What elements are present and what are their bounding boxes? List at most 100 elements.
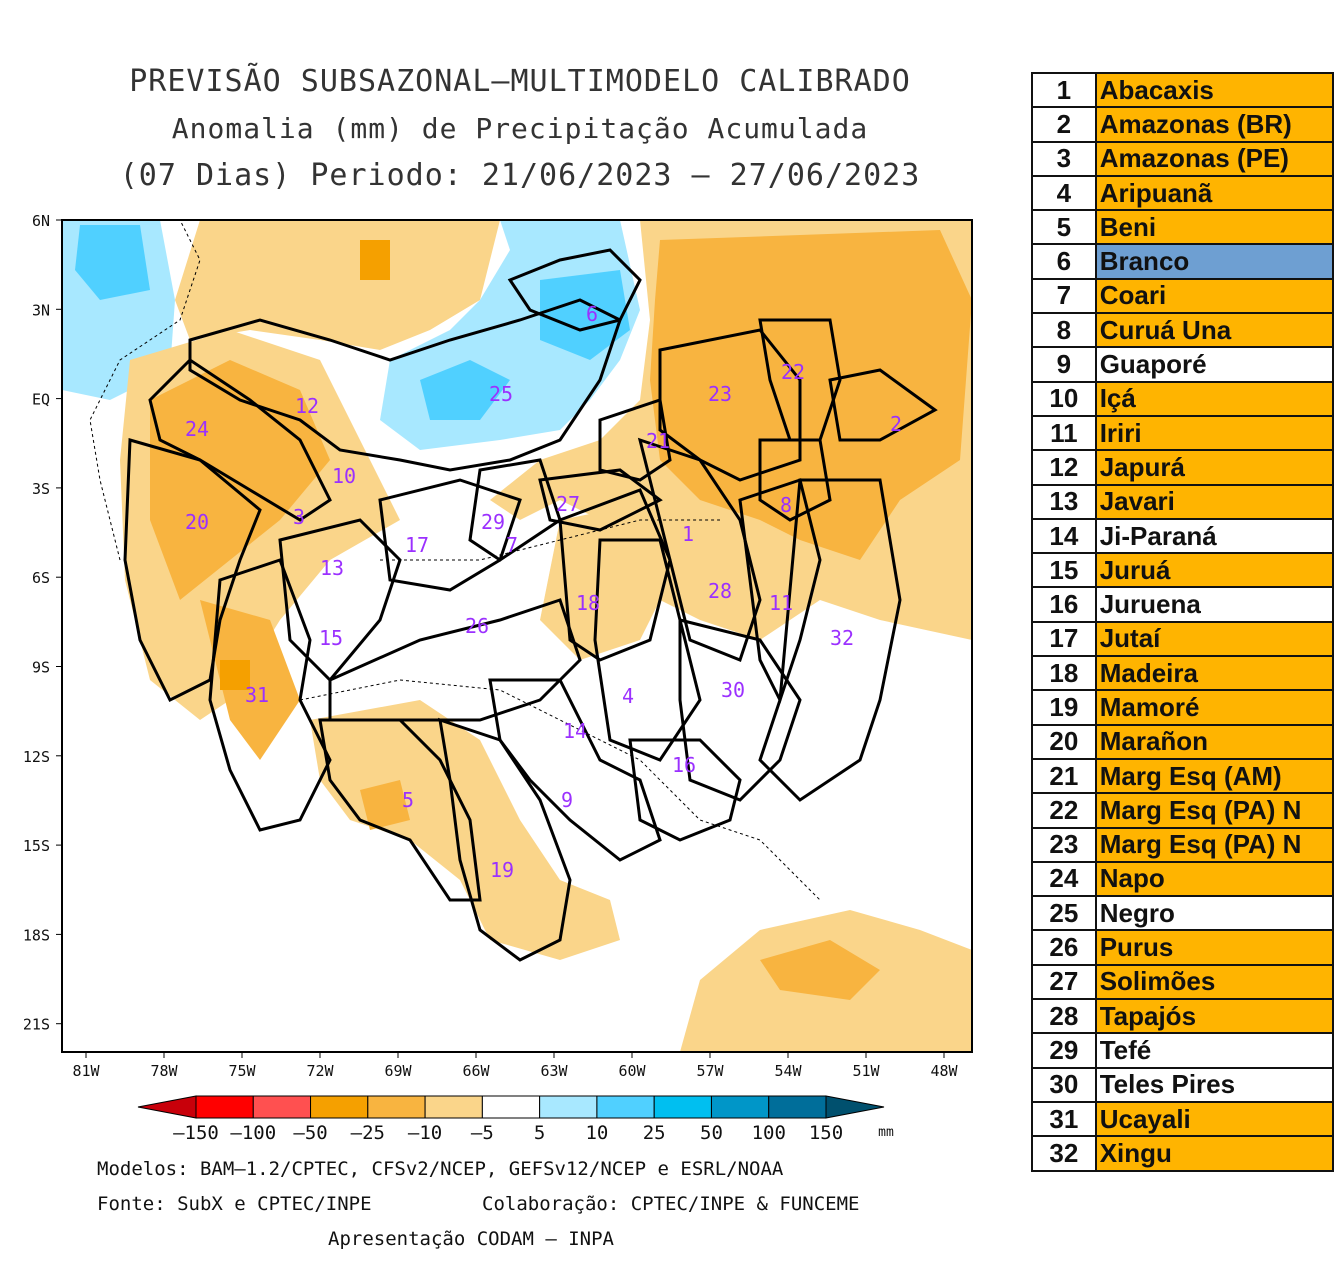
lon-label: 48W xyxy=(930,1062,958,1080)
basin-number: 29 xyxy=(1031,1032,1097,1069)
basin-label: 11 xyxy=(769,591,793,615)
lat-label: 6S xyxy=(32,569,50,587)
basin-name: Branco xyxy=(1094,243,1334,280)
lat-label: 18S xyxy=(23,926,50,944)
basin-number: 2 xyxy=(1031,106,1097,143)
basin-row: 2 Amazonas (BR) xyxy=(1031,106,1334,143)
basin-row: 13 Javari xyxy=(1031,483,1334,520)
basin-label: 24 xyxy=(185,417,209,441)
basin-row: 10 Içá xyxy=(1031,380,1334,417)
map-period: (07 Dias) Periodo: 21/06/2023 – 27/06/20… xyxy=(119,158,921,193)
basin-name: Javari xyxy=(1094,483,1334,520)
basin-name: Solimões xyxy=(1094,963,1334,1001)
basin-name: Tefé xyxy=(1094,1032,1334,1069)
basin-number: 30 xyxy=(1031,1066,1097,1103)
basin-label: 8 xyxy=(780,493,792,517)
basin-name: Marañon xyxy=(1094,723,1334,760)
basin-row: 24 Napo xyxy=(1031,860,1334,898)
basin-number: 21 xyxy=(1031,757,1097,795)
lon-label: 60W xyxy=(618,1062,646,1080)
lon-label: 78W xyxy=(150,1062,178,1080)
precipitation-anomaly-map: 6N 3N EQ 3S 6S 9S 12S 15S 18S 21S 81W 78W 75W 72W 69W… xyxy=(23,212,973,1140)
basin-number: 16 xyxy=(1031,586,1097,623)
basin-number: 13 xyxy=(1031,483,1097,520)
basin-number: 4 xyxy=(1031,174,1097,212)
colorbar-label: 50 xyxy=(700,1122,723,1140)
basin-name: Napo xyxy=(1094,860,1334,898)
basin-label: 7 xyxy=(506,533,518,557)
basin-name: Purus xyxy=(1094,929,1334,966)
basin-label: 29 xyxy=(481,510,505,534)
basin-number: 20 xyxy=(1031,723,1097,760)
colorbar-segment xyxy=(367,1095,426,1119)
lat-label: 9S xyxy=(32,659,50,677)
lon-label: 66W xyxy=(462,1062,490,1080)
basin-number-labels: 1234567891011121314151617181920212223242… xyxy=(185,302,902,882)
colorbar-label: 150 xyxy=(809,1122,843,1140)
lon-label: 54W xyxy=(774,1062,802,1080)
lat-label: 3N xyxy=(32,301,50,319)
lon-label: 72W xyxy=(306,1062,334,1080)
basin-label: 23 xyxy=(708,382,732,406)
basin-row: 20 Marañon xyxy=(1031,723,1334,760)
basin-name: Marg Esq (AM) xyxy=(1094,757,1334,795)
basin-label: 21 xyxy=(646,429,670,453)
basin-row: 22 Marg Esq (PA) N xyxy=(1031,792,1334,829)
lon-label: 51W xyxy=(852,1062,880,1080)
basin-label: 1 xyxy=(682,522,694,546)
basin-name: Jutaí xyxy=(1094,620,1334,658)
basin-name: Ji-Paraná xyxy=(1094,517,1334,555)
basin-number: 8 xyxy=(1031,312,1097,349)
basin-row: 32 Xingu xyxy=(1031,1135,1334,1172)
basin-label: 28 xyxy=(708,579,732,603)
basin-number: 19 xyxy=(1031,689,1097,726)
basin-number: 3 xyxy=(1031,140,1097,177)
basin-name: Madeira xyxy=(1094,655,1334,692)
basin-label: 17 xyxy=(405,533,429,557)
basin-row: 4 Aripuanã xyxy=(1031,174,1334,212)
lon-label: 57W xyxy=(696,1062,724,1080)
basin-name: Juruá xyxy=(1094,552,1334,589)
basin-label: 16 xyxy=(672,753,696,777)
basin-label: 6 xyxy=(586,302,598,326)
basin-label: 27 xyxy=(556,492,580,516)
basin-boundaries xyxy=(123,248,938,962)
basin-row: 31 Ucayali xyxy=(1031,1100,1334,1138)
basin-label: 5 xyxy=(402,788,414,812)
lon-label: 75W xyxy=(228,1062,256,1080)
basin-number: 18 xyxy=(1031,655,1097,692)
basin-row: 8 Curuá Una xyxy=(1031,312,1334,349)
basin-number: 31 xyxy=(1031,1100,1097,1138)
colorbar-segment xyxy=(310,1095,369,1119)
colorbar-arrow-right xyxy=(825,1095,885,1119)
basin-label: 31 xyxy=(245,683,269,707)
credit-models: Modelos: BAM–1.2/CPTEC, CFSv2/NCEP, GEFS… xyxy=(97,1158,784,1180)
lat-label: 12S xyxy=(23,748,50,766)
colorbar-segment xyxy=(252,1095,312,1119)
basin-number: 9 xyxy=(1031,346,1097,383)
basin-name: Guaporé xyxy=(1094,346,1334,383)
basin-legend-table: 1 Abacaxis 2 Amazonas (BR) 3 Amazonas (PE) 4 Ar… xyxy=(1031,71,1334,1172)
basin-number: 10 xyxy=(1031,380,1097,417)
map-frame xyxy=(61,219,973,1053)
basin-label: 18 xyxy=(576,591,600,615)
basin-number: 32 xyxy=(1031,1135,1097,1172)
basin-row: 28 Tapajós xyxy=(1031,998,1334,1035)
basin-row: 15 Juruá xyxy=(1031,552,1334,589)
basin-name: Marg Esq (PA) N xyxy=(1094,826,1334,863)
colorbar-label: 100 xyxy=(752,1122,786,1140)
colorbar-label: –100 xyxy=(230,1122,276,1140)
colorbar-label: –10 xyxy=(408,1122,442,1140)
basin-label: 25 xyxy=(489,382,513,406)
basin-row: 29 Tefé xyxy=(1031,1032,1334,1069)
colorbar-label: 5 xyxy=(534,1122,545,1140)
basin-label: 3 xyxy=(293,505,305,529)
basin-number: 24 xyxy=(1031,860,1097,898)
basin-number: 27 xyxy=(1031,963,1097,1001)
basin-row: 6 Branco xyxy=(1031,243,1334,280)
basin-label: 12 xyxy=(295,394,319,418)
basin-number: 5 xyxy=(1031,209,1097,246)
basin-name: Amazonas (BR) xyxy=(1094,106,1334,143)
colorbar-segment xyxy=(481,1095,541,1119)
basin-row: 12 Japurá xyxy=(1031,449,1334,486)
